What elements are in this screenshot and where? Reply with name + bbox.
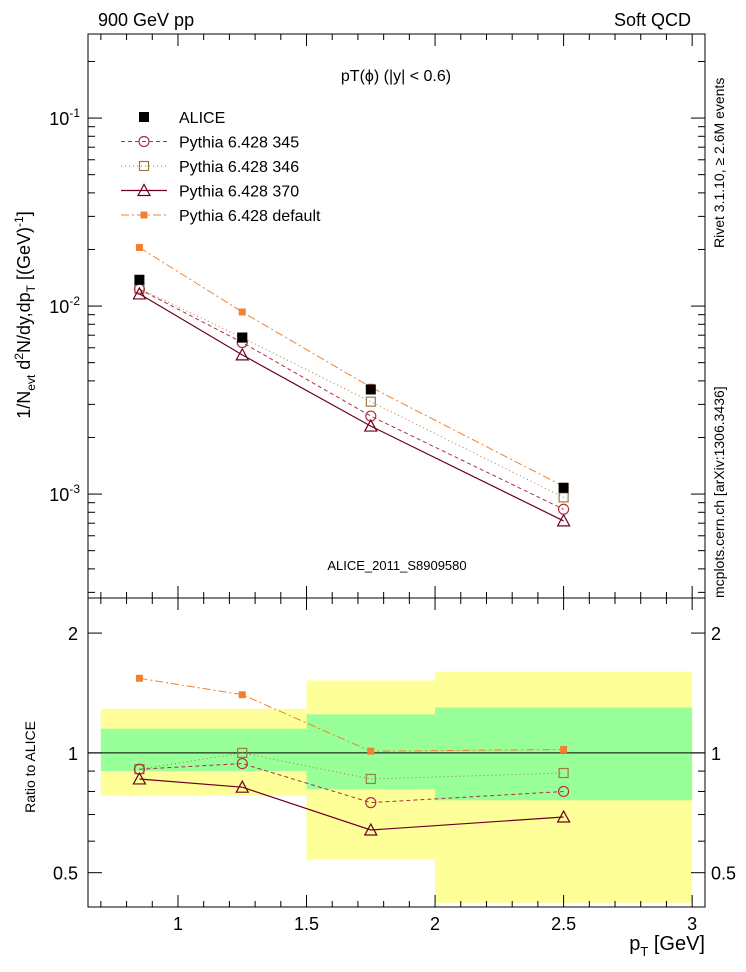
ratio-y-tick-label: 0.5 [53,864,78,884]
header-left-label: 900 GeV pp [98,10,194,30]
x-tick-label: 1.5 [294,914,319,934]
data-point-alice [365,384,376,395]
data-point-alice [237,332,248,343]
side-label-bottom: mcplots.cern.ch [arXiv:1306.3436] [711,386,727,598]
ratio-point-p345 [558,785,570,798]
header-right-label: Soft QCD [614,10,691,30]
legend-label-p370: Pythia 6.428 370 [179,184,299,201]
series-line-p370 [139,778,564,831]
uncertainty-band-inner [435,707,693,801]
series-line-p370 [139,293,564,522]
x-tick-label: 2 [430,914,440,934]
y-tick-label: 10-2 [49,294,80,317]
ratio-point-p345 [365,797,377,809]
ratio-point-p346 [365,773,376,785]
ratio-point-p370 [235,779,250,793]
data-point-alice [558,482,569,493]
ratio-point-p370 [132,771,147,785]
data-point-p346 [365,396,376,407]
ratio-point-pdefault [238,691,246,699]
ratio-point-pdefault [560,745,568,753]
data-point-p370 [132,286,147,300]
series-line-pdefault [139,247,564,487]
legend-label-p346: Pythia 6.428 346 [179,159,299,176]
legend-marker-p370 [136,183,152,197]
data-point-alice [134,274,145,285]
data-point-p370 [235,347,250,361]
ratio-point-p346 [237,747,248,758]
analysis-id: ALICE_2011_S8909580 [327,558,466,573]
data-point-p370 [363,418,378,432]
legend-marker-alice [139,112,149,122]
ratio-point-p346 [558,767,569,779]
main-y-axis-label: 1/Nevt d2N/dy,dpT [(GeV)-1] [12,211,38,418]
ratio-y-tick-label: 2 [68,624,78,644]
ratio-plot-panel: 1 1.5 2 2.5 3 0.5 0.5 1 1 2 2 [53,597,736,934]
legend-marker-p345 [138,135,150,148]
uncertainty-band-inner [100,728,307,772]
ratio-point-p345 [236,757,248,770]
side-label-top: Rivet 3.1.10, ≥ 2.6M events [711,78,727,248]
ratio-y-tick-label-right: 1 [711,744,721,764]
ratio-point-pdefault [135,674,143,682]
ratio-point-pdefault [367,747,375,755]
data-point-p370 [556,513,571,527]
ratio-y-tick-label-right: 0.5 [711,864,736,884]
y-tick-label: 10-3 [49,482,80,505]
ratio-point-p370 [556,809,571,823]
series-line-p345 [139,763,564,804]
series-line-p346 [139,288,564,498]
ratio-y-tick-label-right: 2 [711,624,721,644]
legend-label-pdefault: Pythia 6.428 default [179,208,321,225]
x-tick-label: 3 [687,914,697,934]
plot-title: pT(ϕ) (|y| < 0.6) [341,68,451,85]
series-line-p345 [139,288,564,510]
ratio-point-p370 [363,822,378,836]
data-point-p346 [558,492,569,503]
legend-marker-pdefault [140,211,148,219]
x-axis-label: pT [GeV] [629,933,705,959]
x-tick-label: 2.5 [551,914,576,934]
legend-marker-p346 [138,160,150,172]
data-point-pdefault [135,243,143,251]
main-plot-panel: 10-1 10-2 10-3 ALICE Pythia 6.428 345 Pythia … [49,33,706,599]
series-line-pdefault [139,677,564,752]
ratio-y-tick-label: 1 [68,744,78,764]
ratio-y-axis-label: Ratio to ALICE [22,721,38,813]
y-tick-label: 10-1 [49,106,80,129]
x-tick-label: 1 [173,914,183,934]
legend-label-p345: Pythia 6.428 345 [179,135,299,152]
data-point-pdefault [238,308,246,316]
series-line-p346 [139,752,564,780]
legend-label-alice: ALICE [179,110,225,127]
